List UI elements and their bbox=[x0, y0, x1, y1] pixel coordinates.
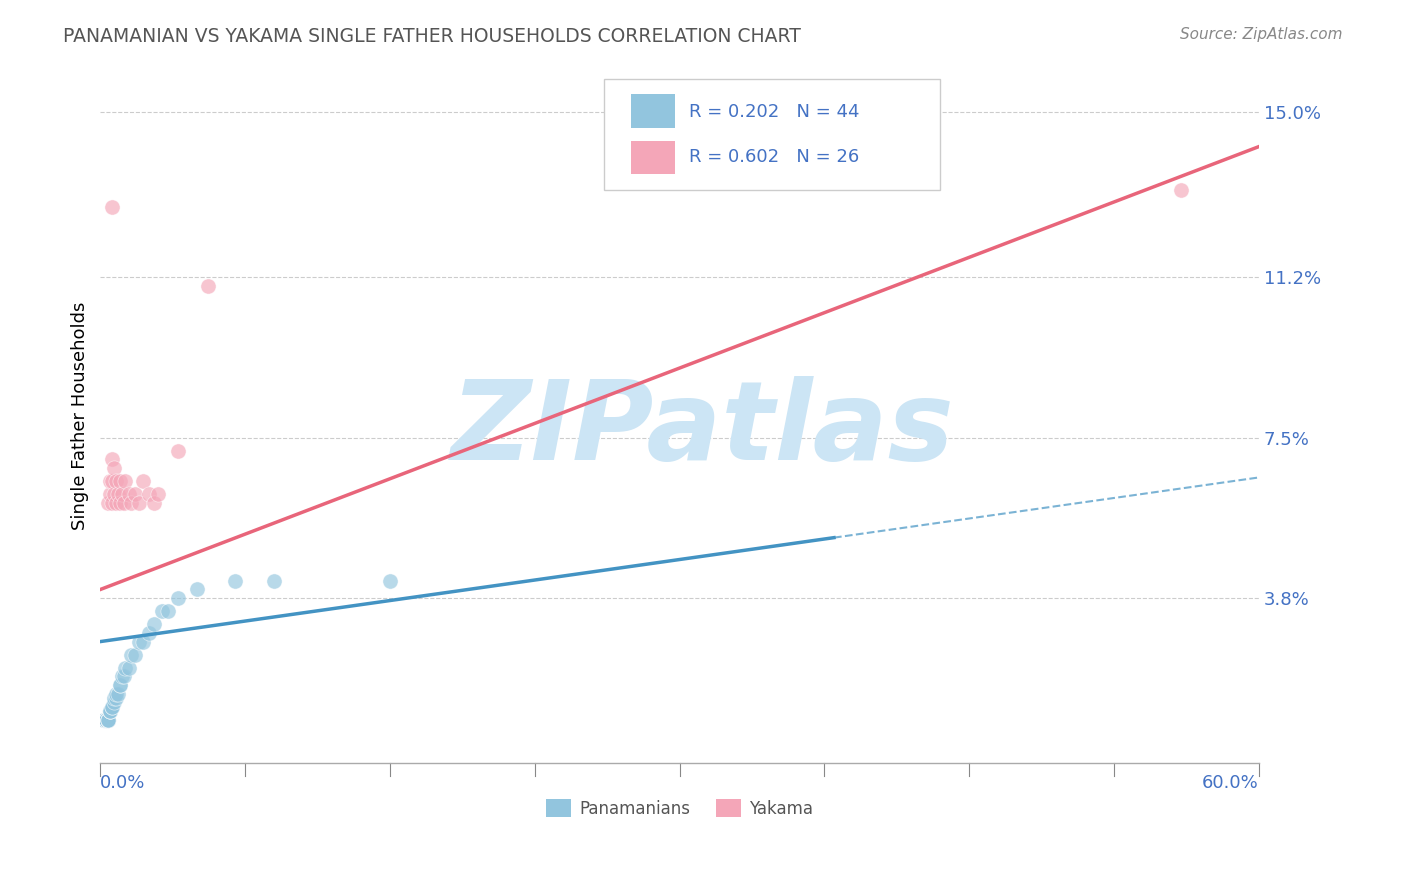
Point bbox=[120, 648, 142, 662]
Point bbox=[124, 648, 146, 662]
Point bbox=[114, 474, 136, 488]
Point bbox=[156, 604, 179, 618]
Point bbox=[101, 201, 124, 215]
Point bbox=[150, 604, 173, 618]
Bar bbox=[631, 95, 675, 128]
Point bbox=[94, 713, 117, 727]
Point bbox=[112, 669, 135, 683]
Point bbox=[98, 487, 121, 501]
Point bbox=[104, 474, 127, 488]
FancyBboxPatch shape bbox=[605, 78, 941, 190]
Text: ZIPatlas: ZIPatlas bbox=[451, 376, 955, 483]
Point bbox=[101, 496, 124, 510]
Point bbox=[101, 699, 124, 714]
Point bbox=[103, 487, 125, 501]
Text: R = 0.202   N = 44: R = 0.202 N = 44 bbox=[689, 103, 859, 120]
Point bbox=[224, 574, 246, 588]
Point bbox=[108, 496, 131, 510]
Point bbox=[143, 617, 166, 632]
Legend: Panamanians, Yakama: Panamanians, Yakama bbox=[540, 793, 820, 824]
Point bbox=[103, 695, 125, 709]
Point bbox=[1170, 183, 1192, 197]
Point bbox=[94, 713, 117, 727]
Point bbox=[97, 713, 120, 727]
Point bbox=[263, 574, 285, 588]
Point bbox=[98, 704, 121, 718]
Point bbox=[101, 474, 124, 488]
Point bbox=[138, 487, 160, 501]
Text: R = 0.602   N = 26: R = 0.602 N = 26 bbox=[689, 148, 859, 167]
Point bbox=[98, 704, 121, 718]
Point bbox=[108, 678, 131, 692]
Point bbox=[107, 687, 129, 701]
Point bbox=[93, 713, 115, 727]
Point bbox=[197, 278, 219, 293]
Point bbox=[110, 487, 132, 501]
Point bbox=[101, 452, 124, 467]
Point bbox=[138, 626, 160, 640]
Bar bbox=[631, 141, 675, 174]
Point bbox=[97, 713, 120, 727]
Point bbox=[132, 474, 155, 488]
Point bbox=[120, 496, 142, 510]
Point bbox=[166, 591, 188, 606]
Point bbox=[97, 713, 120, 727]
Point bbox=[93, 713, 115, 727]
Text: PANAMANIAN VS YAKAMA SINGLE FATHER HOUSEHOLDS CORRELATION CHART: PANAMANIAN VS YAKAMA SINGLE FATHER HOUSE… bbox=[63, 27, 801, 45]
Point bbox=[378, 574, 401, 588]
Point bbox=[108, 474, 131, 488]
Point bbox=[103, 691, 125, 706]
Point bbox=[98, 704, 121, 718]
Point bbox=[143, 496, 166, 510]
Point bbox=[104, 496, 127, 510]
Point bbox=[94, 713, 117, 727]
Point bbox=[94, 713, 117, 727]
Point bbox=[104, 687, 127, 701]
Point bbox=[98, 704, 121, 718]
Point bbox=[104, 691, 127, 706]
Point bbox=[97, 713, 120, 727]
Point bbox=[114, 660, 136, 674]
Point bbox=[98, 474, 121, 488]
Point bbox=[128, 496, 150, 510]
Point bbox=[118, 660, 141, 674]
Y-axis label: Single Father Households: Single Father Households bbox=[72, 301, 89, 530]
Point bbox=[112, 496, 135, 510]
Point bbox=[97, 496, 120, 510]
Point bbox=[166, 443, 188, 458]
Point bbox=[94, 713, 117, 727]
Point bbox=[128, 634, 150, 648]
Point bbox=[94, 713, 117, 727]
Point bbox=[107, 487, 129, 501]
Point bbox=[110, 669, 132, 683]
Point bbox=[118, 487, 141, 501]
Text: 60.0%: 60.0% bbox=[1202, 773, 1258, 791]
Text: Source: ZipAtlas.com: Source: ZipAtlas.com bbox=[1180, 27, 1343, 42]
Point bbox=[148, 487, 170, 501]
Point bbox=[124, 487, 146, 501]
Text: 0.0%: 0.0% bbox=[100, 773, 146, 791]
Point bbox=[132, 634, 155, 648]
Point bbox=[186, 582, 208, 597]
Point bbox=[101, 699, 124, 714]
Point bbox=[108, 678, 131, 692]
Point bbox=[97, 713, 120, 727]
Point bbox=[93, 713, 115, 727]
Point bbox=[103, 461, 125, 475]
